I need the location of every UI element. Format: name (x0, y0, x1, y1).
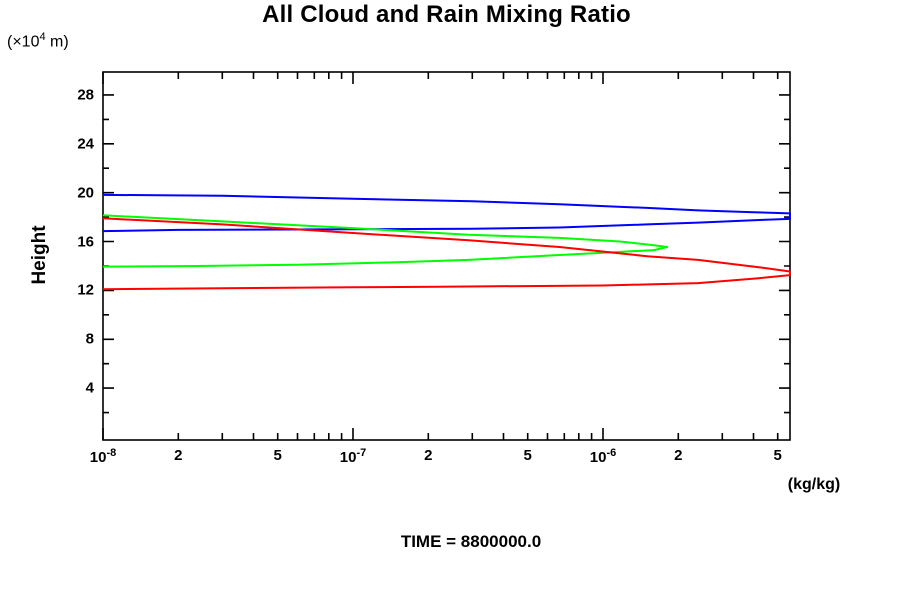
time-label: TIME = 8800000.0 (400, 532, 542, 551)
y-tick-label: 28 (77, 86, 94, 104)
x-tick-label: 10-6 (589, 447, 617, 466)
curve-red-profile (102, 217, 791, 291)
y-tick-label: 4 (85, 379, 94, 397)
axis-tick-marks (102, 72, 790, 440)
y-axis-title: Height (29, 225, 50, 285)
plot-frame (102, 71, 791, 441)
x-tick-label: 2 (674, 447, 683, 464)
y-axis-unit-prefix: (×10 (7, 33, 40, 51)
x-tick-label: 10-7 (339, 447, 367, 466)
x-tick-label: 2 (174, 447, 183, 464)
y-axis-unit-suffix: m) (45, 33, 69, 51)
x-tick-label: 10-8 (89, 447, 117, 466)
x-tick-label: 5 (273, 447, 282, 464)
x-axis-unit-label: (kg/kg) (787, 476, 841, 493)
y-tick-label: 8 (85, 330, 94, 348)
x-tick-label: 5 (773, 447, 782, 464)
y-tick-label: 12 (77, 281, 94, 299)
y-axis-unit-exponent: 4 (39, 31, 46, 43)
curve-green-profile (102, 214, 669, 268)
y-tick-label: 16 (77, 233, 94, 250)
x-tick-label: 2 (424, 447, 433, 464)
chart-title: All Cloud and Rain Mixing Ratio (262, 1, 631, 28)
x-tick-label: 5 (523, 447, 532, 464)
curve-blue-profile (102, 193, 791, 233)
y-tick-label: 24 (77, 135, 94, 153)
y-axis-unit-label: (×104 m) (7, 31, 69, 51)
y-tick-label: 20 (77, 184, 94, 202)
